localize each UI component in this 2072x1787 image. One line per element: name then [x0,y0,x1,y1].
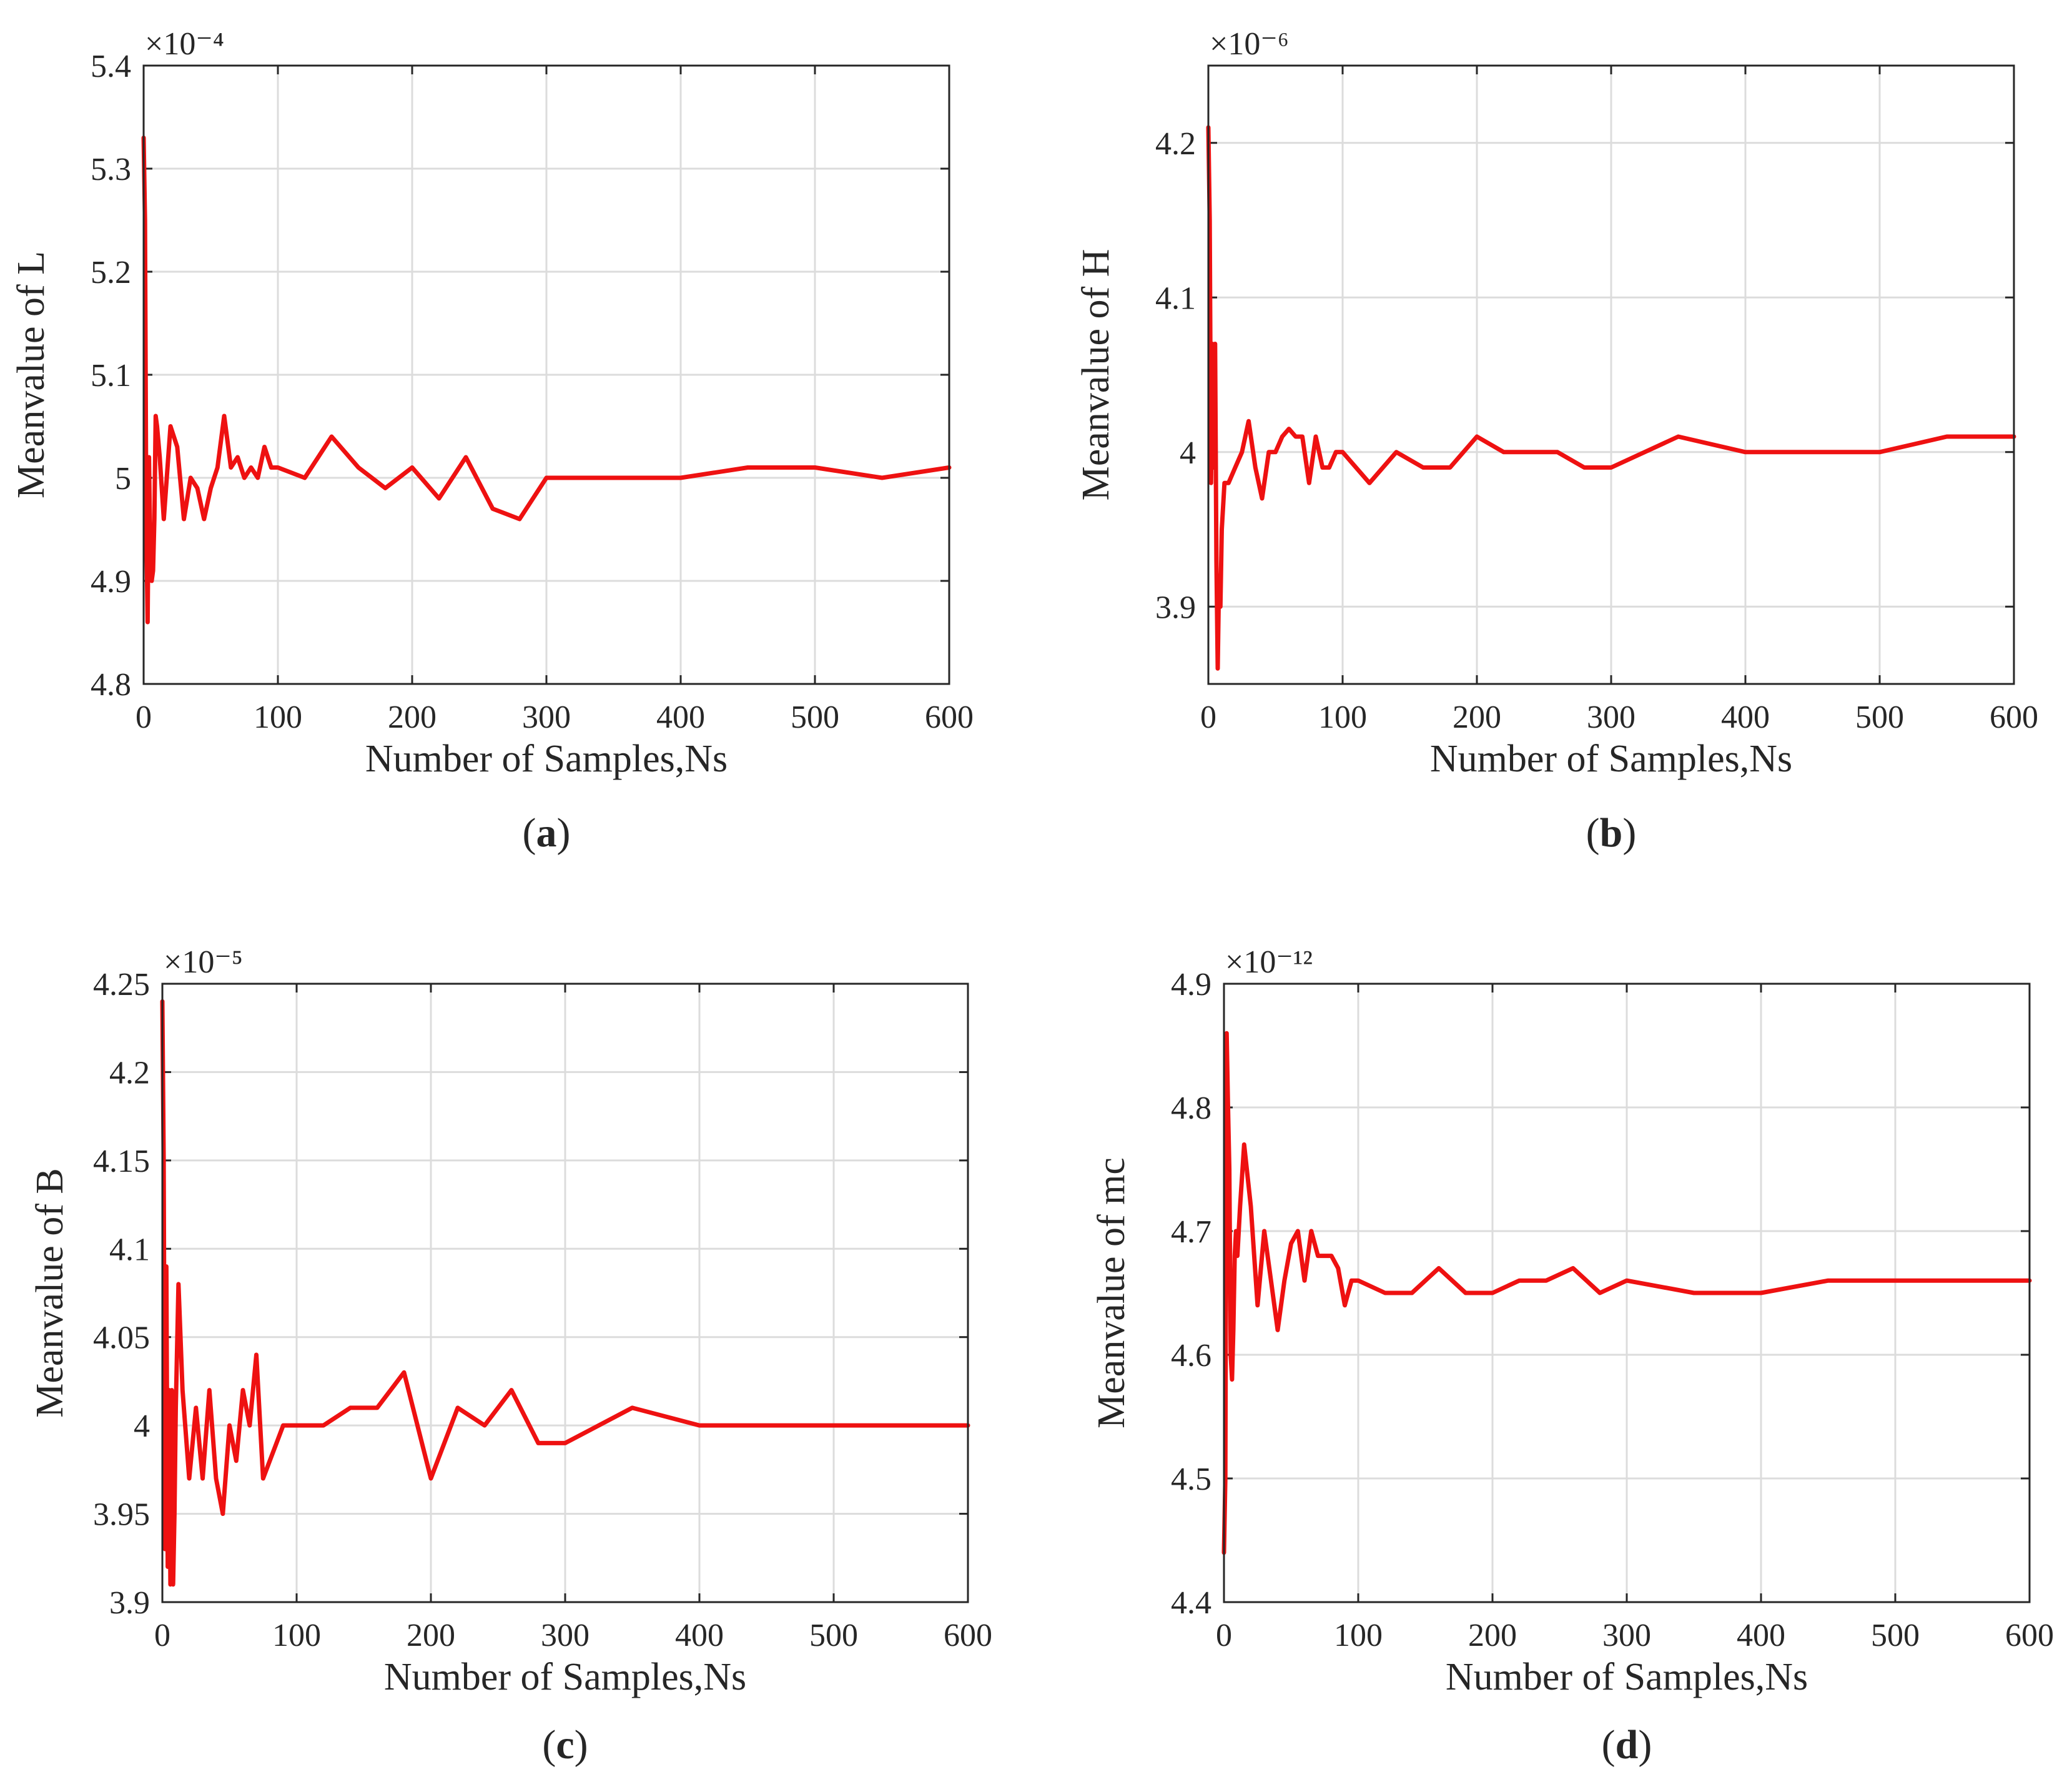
y-tick-label: 3.9 [109,1585,150,1621]
y-tick-label: 5.4 [91,49,131,84]
series-line-mc [1221,1031,2032,1555]
axis-exponent-label: ×10⁻⁵ [164,944,243,980]
x-tick-label: 300 [541,1618,590,1653]
y-tick-label: 4.7 [1171,1214,1211,1250]
x-tick-label: 300 [522,700,571,735]
x-tick-label: 100 [1318,700,1367,735]
series-line-B [160,999,970,1587]
y-tick-label: 5.2 [91,255,131,290]
x-axis-label: Number of Samples,Ns [365,738,728,780]
x-tick-label: 300 [1587,700,1635,735]
x-axis-label: Number of Samples,Ns [384,1656,746,1698]
panel-c: 0 100 200 300 400 500 600 3.9 3.95 4 4.05 4.1 4.15 4.… [29,944,992,1768]
x-tick-label: 400 [1737,1618,1785,1653]
x-tick-label: 400 [675,1618,724,1653]
axis-exponent-label: ×10⁻⁶ [1210,26,1289,62]
y-tick-label: 3.9 [1155,590,1196,625]
x-tick-label: 0 [1200,700,1216,735]
axis-exponent-label: ×10⁻¹² [1225,944,1313,980]
y-tick-label: 4.5 [1171,1462,1211,1497]
panel-a: 0 100 200 300 400 500 600 4.8 4.9 5 5.1 5.2 5.3 5.4 ×1… [10,26,974,856]
y-tick-label: 4 [1180,435,1196,471]
y-tick-label: 4.8 [1171,1091,1211,1126]
y-tick-label: 4.4 [1171,1585,1211,1621]
axes-frame [1207,64,2015,685]
x-tick-label: 500 [791,700,839,735]
y-tick-label: 4.1 [109,1232,150,1267]
x-tick-label: 100 [272,1618,321,1653]
x-tick-label: 0 [154,1618,170,1653]
series-line-H [1206,125,2016,671]
x-tick-label: 500 [809,1618,858,1653]
axes-frame [142,64,950,685]
panel-label: (a) [523,810,571,856]
panel-label: (b) [1586,810,1637,856]
x-tick-label: 200 [1453,700,1501,735]
panel-label: (d) [1602,1722,1652,1768]
x-axis-label: Number of Samples,Ns [1446,1656,1808,1698]
y-tick-label: 4 [134,1408,150,1444]
y-tick-label: 4.2 [109,1055,150,1091]
x-tick-label: 100 [1334,1618,1383,1653]
x-tick-label: 400 [1721,700,1770,735]
axes-frame [161,983,969,1603]
x-axis-label: Number of Samples,Ns [1430,738,1792,780]
panel-label: (c) [542,1722,588,1768]
y-axis-label: Meanvalue of B [29,1168,71,1417]
y-axis-label: Meanvalue of L [10,251,52,498]
y-tick-label: 4.15 [93,1144,150,1179]
y-tick-label: 4.25 [93,967,150,1002]
x-tick-label: 200 [1468,1618,1517,1653]
x-tick-label: 200 [407,1618,455,1653]
y-tick-label: 5.3 [91,152,131,187]
x-tick-label: 600 [925,700,974,735]
y-tick-label: 3.95 [93,1497,150,1533]
x-tick-label: 0 [136,700,152,735]
y-axis-label: Meanvalue of mc [1090,1157,1133,1428]
y-tick-label: 4.8 [91,667,131,703]
y-tick-label: 4.2 [1155,126,1196,162]
x-tick-label: 0 [1216,1618,1232,1653]
y-tick-label: 4.9 [1171,967,1211,1002]
x-tick-label: 300 [1602,1618,1651,1653]
y-tick-label: 4.1 [1155,280,1196,316]
y-tick-label: 4.6 [1171,1338,1211,1374]
panel-d: 0 100 200 300 400 500 600 4.4 4.5 4.6 4.7 4.8 4.9 ×10… [1090,944,2054,1768]
x-tick-label: 200 [388,700,437,735]
y-axis-label: Meanvalue of H [1075,249,1117,501]
y-tick-label: 5.1 [91,358,131,394]
series-line-L [141,136,952,625]
y-tick-label: 4.9 [91,564,131,600]
axis-exponent-label: ×10⁻⁴ [145,26,224,62]
x-tick-label: 600 [1990,700,2038,735]
x-tick-label: 100 [254,700,302,735]
x-tick-label: 400 [656,700,705,735]
x-tick-label: 600 [2005,1618,2054,1653]
x-tick-label: 500 [1871,1618,1920,1653]
x-tick-label: 500 [1855,700,1904,735]
y-tick-label: 4.05 [93,1320,150,1356]
y-tick-label: 5 [115,461,131,497]
panel-b: 0 100 200 300 400 500 600 3.9 4 4.1 4.2 ×10⁻⁶ Number… [1075,26,2038,856]
axes-frame [1223,983,2031,1603]
x-tick-label: 600 [944,1618,992,1653]
